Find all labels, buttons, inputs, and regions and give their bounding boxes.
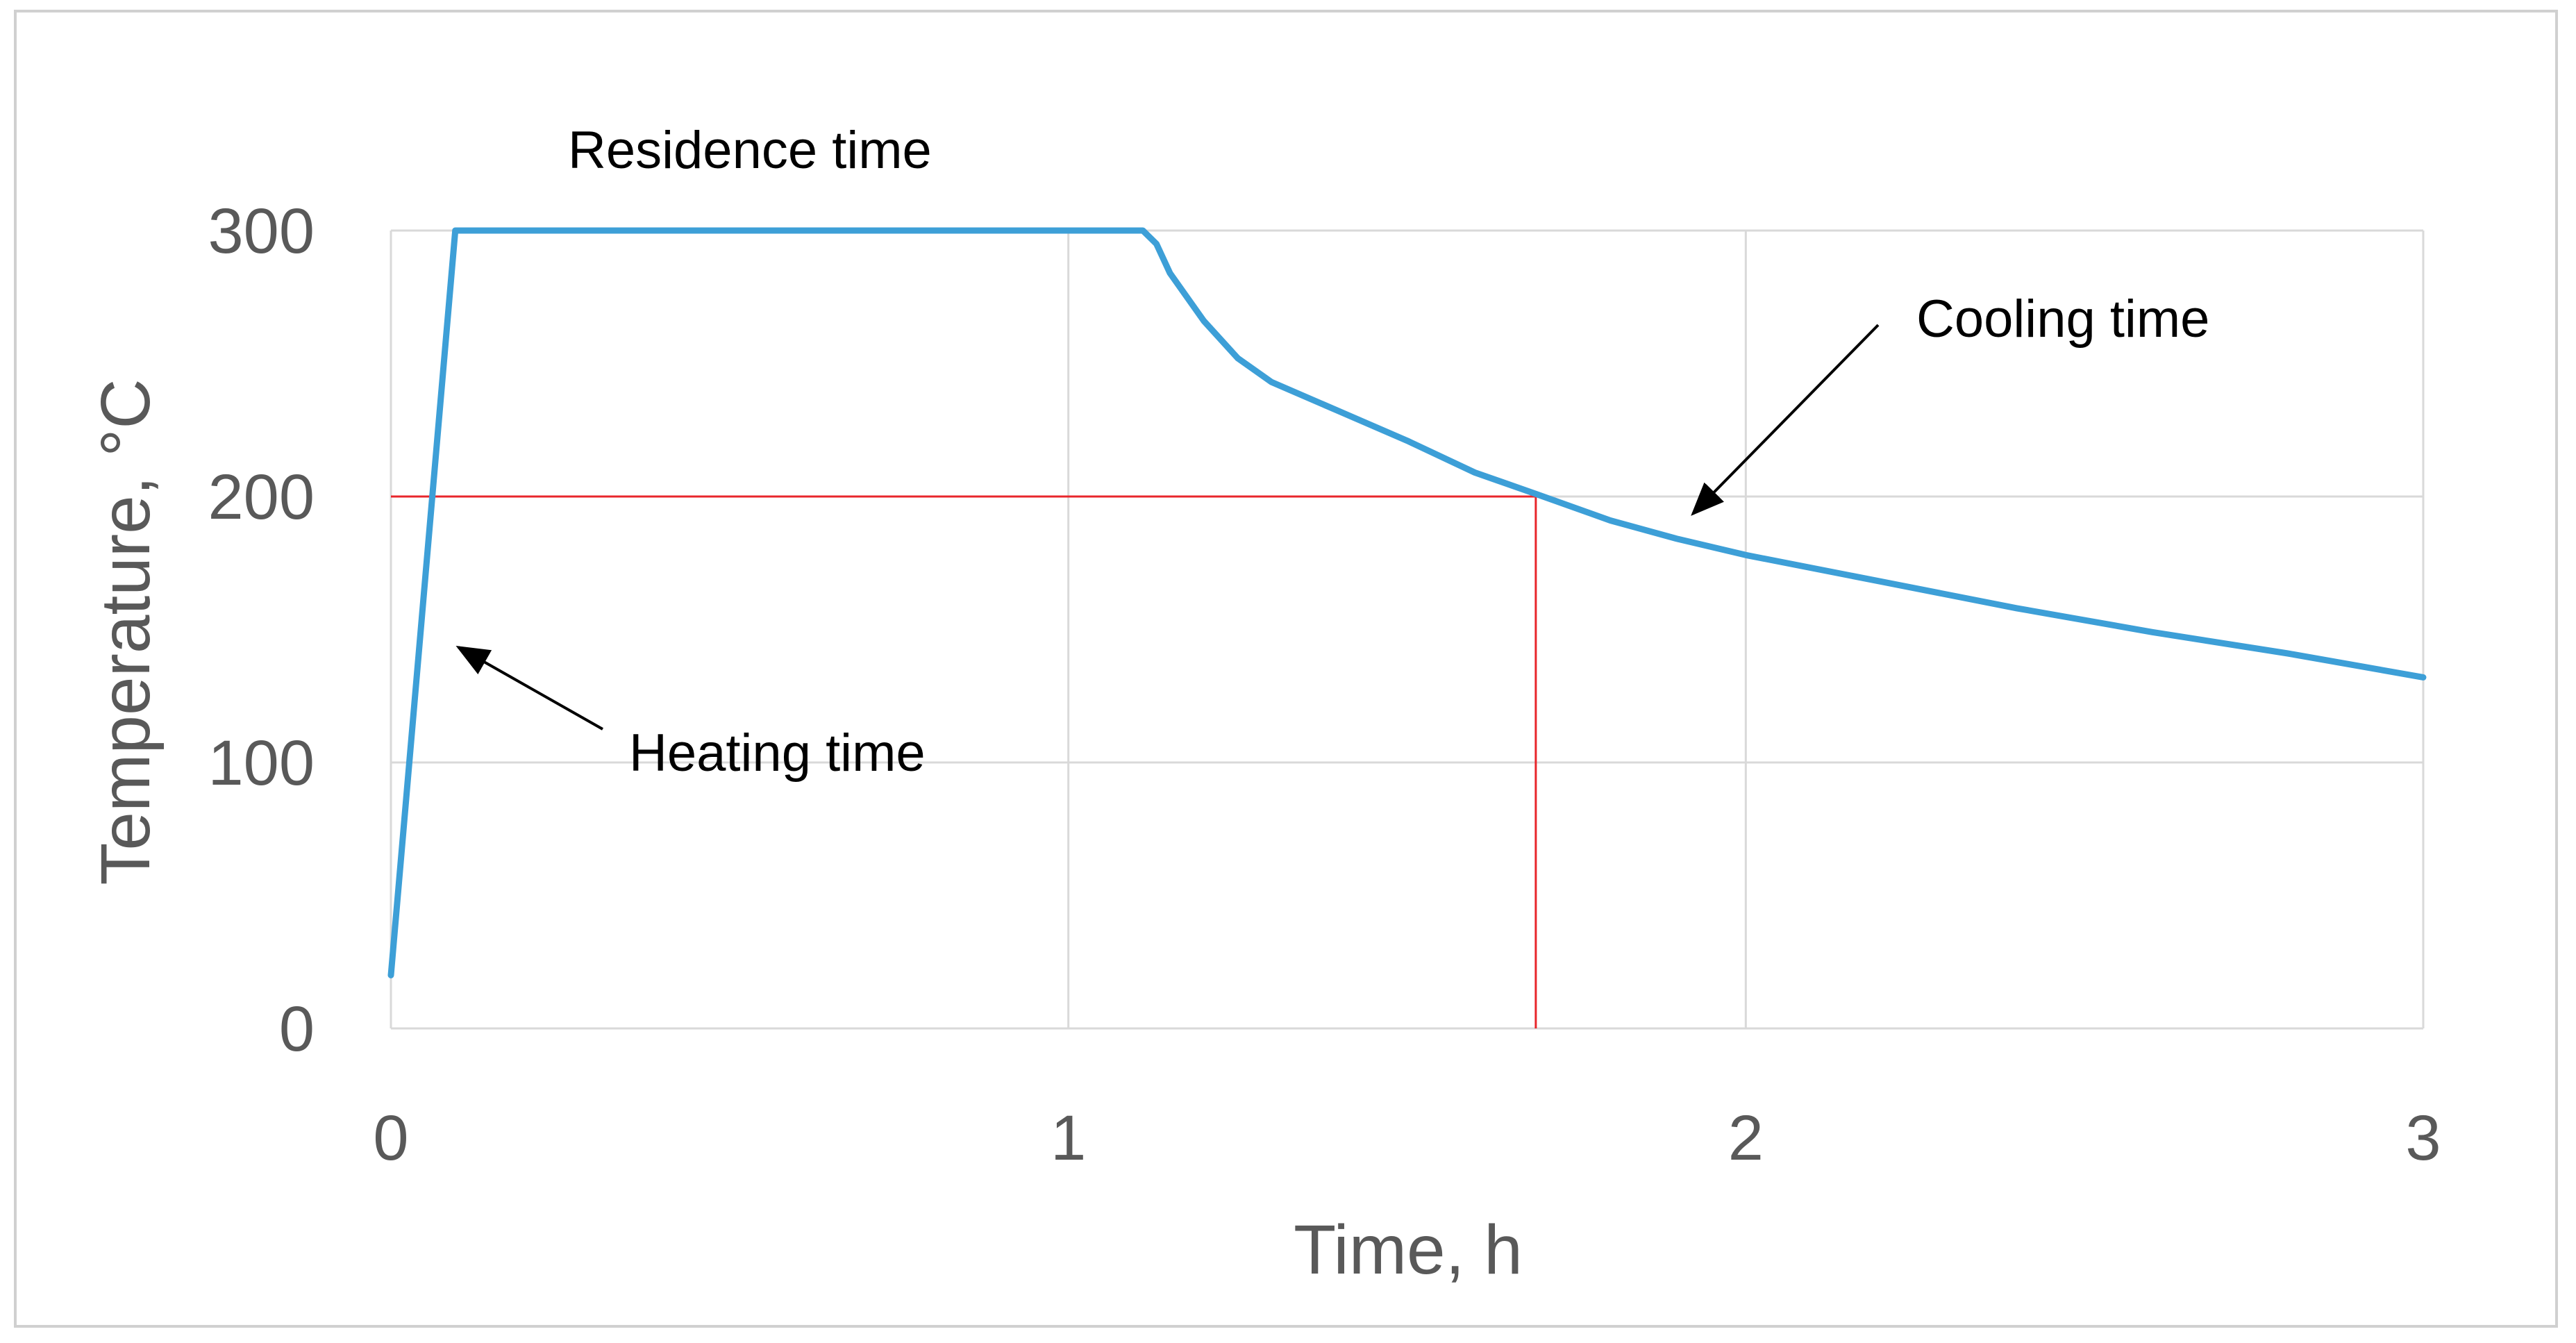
annotation-heating-time: Heating time [629,724,926,783]
tick-labels: 0 100 200 300 0 1 2 3 [208,196,2441,1174]
reference-lines [391,495,1537,1028]
chart-frame [14,10,2558,1328]
y-tick-label-300: 300 [208,196,315,267]
y-axis-title: Temperature, °C [87,378,165,885]
y-tick-label-100: 100 [208,728,315,799]
y-tick-label-0: 0 [279,994,315,1065]
series-layer [387,227,2427,978]
annotation-cooling-arrow [1691,324,1880,516]
series-line-0 [387,227,2427,978]
x-tick-label-1: 1 [1051,1103,1086,1174]
annotation-cooling-time: Cooling time [1916,290,2209,349]
x-tick-label-2: 2 [1728,1103,1764,1174]
x-axis-title: Time, h [1294,1211,1523,1289]
y-tick-label-200: 200 [208,462,315,533]
x-tick-label-0: 0 [373,1103,408,1174]
x-tick-label-3: 3 [2405,1103,2441,1174]
annotation-heating-arrow [455,646,603,731]
annotations: Residence time Cooling time Heating time [455,121,2209,783]
annotation-residence-time: Residence time [568,121,932,180]
grid-lines [390,229,2425,1030]
